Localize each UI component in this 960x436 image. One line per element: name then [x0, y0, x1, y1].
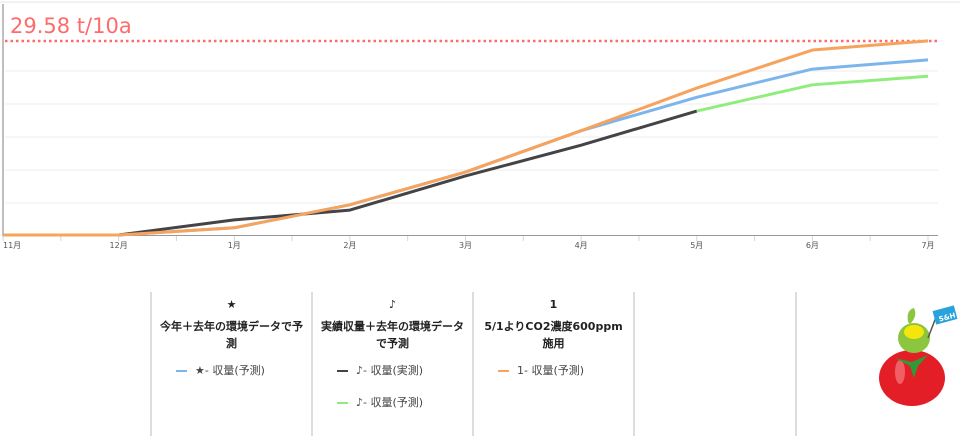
x-tick-label: 1月	[228, 241, 241, 250]
legend-group-empty	[633, 292, 795, 436]
legend-item-note-forecast[interactable]: ♪- 収量(予測)	[337, 396, 472, 410]
x-tick-label: 2月	[343, 241, 356, 250]
legend-item-note-actual[interactable]: ♪- 収量(実測)	[337, 364, 472, 378]
legend-swatch	[337, 370, 348, 372]
legend-title: 実績収量＋去年の環境データで予測	[321, 320, 464, 350]
legend-item-star-forecast[interactable]: ★- 収量(予測)	[176, 364, 311, 378]
legend-group-note: ♪ 実績収量＋去年の環境データで予測 ♪- 収量(実測) ♪- 収量(予測)	[311, 292, 472, 436]
legend-item-label: ★- 収量(予測)	[195, 364, 265, 377]
series-line-2[interactable]	[696, 74, 929, 113]
legend-item-1-forecast[interactable]: 1- 収量(予測)	[498, 364, 633, 378]
legend-group-star: ★ 今年＋去年の環境データで予測 ★- 収量(予測)	[150, 292, 311, 436]
legend-item-label: ♪- 収量(実測)	[356, 364, 424, 377]
x-tick-label: 12月	[110, 241, 128, 250]
legend-group-1: 1 5/1よりCO2濃度600ppm施用 1- 収量(予測)	[472, 292, 633, 436]
x-tick-label: 4月	[575, 241, 588, 250]
x-tick-label: 3月	[459, 241, 472, 250]
legend-item-label: 1- 収量(予測)	[517, 364, 585, 377]
legend-symbol: ♪	[388, 298, 397, 311]
legend-swatch	[498, 370, 509, 372]
series-line-1[interactable]	[118, 109, 698, 237]
legend-swatch	[176, 370, 187, 372]
series-line-3[interactable]	[3, 39, 929, 237]
legend-group-empty	[795, 292, 960, 436]
legend-items: ♪- 収量(実測) ♪- 収量(予測)	[313, 364, 472, 428]
legend-symbol: 1	[549, 298, 558, 311]
legend-title: 今年＋去年の環境データで予測	[160, 320, 303, 350]
legend-symbol: ★	[226, 298, 237, 311]
legend-title: 5/1よりCO2濃度600ppm施用	[484, 320, 623, 350]
series-line-0[interactable]	[3, 58, 929, 237]
legend-items: 1- 収量(予測)	[474, 364, 633, 396]
x-tick-label: 6月	[806, 241, 819, 250]
x-tick-label: 7月	[921, 241, 934, 250]
legend-items: ★- 収量(予測)	[152, 364, 311, 396]
legend-swatch	[337, 402, 348, 404]
target-label: 29.58 t/10a	[10, 14, 132, 38]
tomato-logo: S&H	[879, 305, 958, 406]
x-tick-label: 5月	[690, 241, 703, 250]
legend-item-label: ♪- 収量(予測)	[356, 396, 424, 409]
x-tick-label: 11月	[3, 241, 21, 250]
yield-chart: 11月 12月 1月 2月 3月 4月 5月 6月 7月 29.58 t/10a	[0, 1, 960, 250]
